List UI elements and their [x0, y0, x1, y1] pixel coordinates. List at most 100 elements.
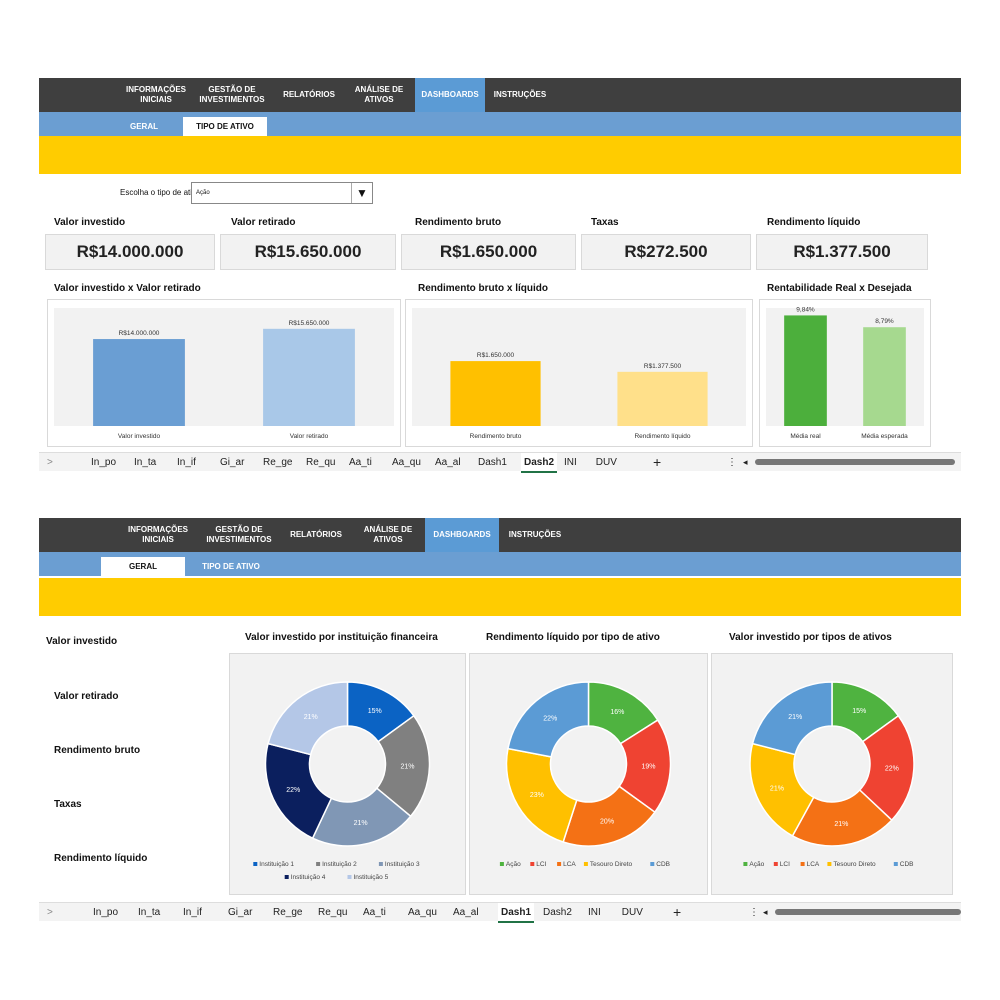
- slice-1: [375, 714, 431, 818]
- legend-swatch-4: [650, 862, 655, 866]
- sheet-tab-in_po[interactable]: In_po: [91, 456, 117, 468]
- kpi-valor-retirado: R$102.630.000: [69, 713, 194, 734]
- data-label-0: 9,84%: [796, 306, 815, 313]
- chart-title-investido-tipo: Valor investido por tipos de ativos: [729, 632, 892, 643]
- scroll-left-icon[interactable]: ◂: [763, 906, 768, 917]
- sheet-tab-aa_qu[interactable]: Aa_qu: [408, 906, 437, 918]
- legend-swatch-2: [800, 862, 805, 866]
- tab-tipo-de-ativo[interactable]: TIPO DE ATIVO: [183, 117, 267, 136]
- more-options-icon[interactable]: ⋮: [727, 456, 737, 468]
- tab-geral[interactable]: GERAL: [101, 557, 185, 576]
- sheet-tab-re_ge[interactable]: Re_ge: [273, 906, 303, 918]
- filter-label: Escolha o tipo de ativo:: [120, 188, 203, 197]
- slice-label-0: 16%: [610, 709, 624, 716]
- sheet-tab-aa_al[interactable]: Aa_al: [435, 456, 461, 468]
- sheet-tab-gi_ar[interactable]: Gi_ar: [228, 906, 253, 918]
- sheet-tab-re_qu[interactable]: Re_qu: [318, 906, 348, 918]
- tab-scroll-left[interactable]: >: [47, 906, 53, 918]
- kpi-label-valor-investido: Valor investido: [54, 217, 126, 228]
- nav-instrucoes[interactable]: INSTRUÇÕES: [508, 530, 562, 539]
- more-options-icon[interactable]: ⋮: [749, 906, 759, 918]
- sheet-tab-aa_ti[interactable]: Aa_ti: [363, 906, 386, 918]
- chart-bruto-liquido: R$1.650.000 Rendimento bruto R$1.377.500 Re…: [405, 299, 753, 447]
- chevron-down-icon[interactable]: ▼: [351, 183, 372, 203]
- legend-swatch-2: [557, 862, 562, 866]
- legend-label-4: CDB: [900, 861, 914, 868]
- sheet-tab-re_ge[interactable]: Re_ge: [263, 456, 293, 468]
- bar-chart-rentabilidade: 9,84% Média real 8,79% Média esperada: [766, 306, 924, 440]
- legend-label-1: Instituição 2: [322, 861, 357, 868]
- sheet-tab-gi_ar[interactable]: Gi_ar: [220, 456, 245, 468]
- data-label-1: R$1.377.500: [644, 363, 682, 370]
- nav-gestao-investimentos[interactable]: GESTÃO DE INVESTIMENTOS: [199, 85, 265, 104]
- slice-label-2: 21%: [834, 821, 848, 828]
- kpi-taxas: R$1.770.500: [79, 821, 184, 842]
- nav-analise-ativos[interactable]: ANÁLISE DE ATIVOS: [354, 85, 404, 104]
- legend-label-0: Instituição 1: [259, 861, 294, 868]
- nav-instrucoes[interactable]: INSTRUÇÕES: [493, 90, 547, 99]
- dashboard-geral-panel: INFORMAÇÕES INICIAIS GESTÃO DE INVESTIME…: [39, 518, 961, 923]
- tab-scroll-left[interactable]: >: [47, 456, 53, 468]
- data-label-1: R$15.650.000: [289, 320, 330, 327]
- kpi-rendimento-liquido: R$1.377.500: [756, 234, 928, 270]
- nav-relatorios[interactable]: RELATÓRIOS: [290, 530, 342, 539]
- sheet-tab-duv[interactable]: DUV: [595, 456, 617, 468]
- bar-0: [784, 315, 827, 426]
- nav-gestao-investimentos[interactable]: GESTÃO DE INVESTIMENTOS: [206, 525, 272, 544]
- donut-chart-rendimento-tipo: 16% 19% 20% 23% 22% Ação LCI LCA Tesouro Direto C…: [470, 654, 707, 894]
- bar-0: [450, 361, 541, 426]
- legend-swatch-4: [893, 862, 898, 866]
- sheet-tabs-dash1: > In_po In_ta In_if Gi_ar Re_ge Re_qu Aa_ti Aa_…: [39, 902, 961, 923]
- sheet-tab-in_if[interactable]: In_if: [177, 456, 196, 468]
- sheet-tab-in_po[interactable]: In_po: [93, 906, 119, 918]
- legend-label-4: Instituição 5: [354, 874, 389, 881]
- sheet-tab-in_ta[interactable]: In_ta: [134, 456, 157, 468]
- add-sheet-button[interactable]: +: [673, 904, 682, 920]
- bar-chart-bruto-liquido: R$1.650.000 Rendimento bruto R$1.377.500 Re…: [412, 308, 746, 440]
- legend-swatch-3: [827, 862, 832, 866]
- slice-label-2: 20%: [600, 819, 614, 826]
- chart-rentabilidade: 9,84% Média real 8,79% Média esperada: [759, 299, 931, 447]
- horizontal-scrollbar[interactable]: [755, 459, 955, 465]
- nav-dashboards[interactable]: DASHBOARDS: [415, 78, 485, 112]
- nav-analise-ativos[interactable]: ANÁLISE DE ATIVOS: [363, 525, 413, 544]
- nav-informacoes-iniciais[interactable]: INFORMAÇÕES INICIAIS: [128, 525, 188, 544]
- add-sheet-button[interactable]: +: [653, 454, 662, 470]
- sheet-tab-dash1[interactable]: Dash1: [478, 456, 507, 468]
- legend-swatch-0: [499, 862, 504, 866]
- sheet-tab-aa_al[interactable]: Aa_al: [453, 906, 479, 918]
- sheet-tab-in_if[interactable]: In_if: [183, 906, 202, 918]
- tab-tipo-de-ativo[interactable]: TIPO DE ATIVO: [202, 562, 260, 571]
- sheet-tab-ini[interactable]: INI: [588, 906, 601, 918]
- legend-label-2: Instituição 3: [385, 861, 420, 868]
- sheet-tab-dash2[interactable]: Dash2: [543, 906, 572, 918]
- sheet-tabs-dash2: > In_po In_ta In_if Gi_ar Re_ge Re_qu Aa_ti Aa_…: [39, 452, 961, 473]
- nav-relatorios[interactable]: RELATÓRIOS: [283, 90, 335, 99]
- category-label-1: Valor retirado: [290, 433, 329, 440]
- asset-type-select[interactable]: Ação ▼: [191, 182, 373, 204]
- nav-dashboards[interactable]: DASHBOARDS: [425, 518, 499, 552]
- kpi-taxas: R$272.500: [581, 234, 751, 270]
- sheet-tab-re_qu[interactable]: Re_qu: [306, 456, 336, 468]
- scroll-left-icon[interactable]: ◂: [743, 456, 748, 467]
- sheet-tab-aa_qu[interactable]: Aa_qu: [392, 456, 421, 468]
- kpi-valor-investido: R$92.250.000: [74, 658, 189, 679]
- horizontal-scrollbar[interactable]: [775, 909, 961, 915]
- sheet-tab-dash2[interactable]: Dash2: [521, 453, 558, 473]
- sheet-tab-ini[interactable]: INI: [564, 456, 577, 468]
- sheet-tab-in_ta[interactable]: In_ta: [138, 906, 161, 918]
- sheet-tab-duv[interactable]: DUV: [621, 906, 643, 918]
- slice-label-2: 21%: [354, 820, 368, 827]
- tab-geral[interactable]: GERAL: [130, 122, 158, 131]
- chart-title-bruto-liquido: Rendimento bruto x líquido: [418, 283, 548, 294]
- sheet-tab-dash1[interactable]: Dash1: [498, 903, 535, 923]
- slice-label-1: 22%: [885, 765, 899, 772]
- category-label-0: Valor investido: [118, 433, 161, 440]
- category-label-0: Rendimento bruto: [470, 433, 522, 440]
- asset-type-value: Ação: [196, 190, 210, 196]
- nav-informacoes-iniciais[interactable]: INFORMAÇÕES INICIAIS: [126, 85, 186, 104]
- sheet-tab-aa_ti[interactable]: Aa_ti: [349, 456, 372, 468]
- slice-2: [791, 788, 893, 847]
- chart-title-instituicao: Valor investido por instituição financei…: [245, 632, 438, 643]
- banner: [39, 578, 961, 616]
